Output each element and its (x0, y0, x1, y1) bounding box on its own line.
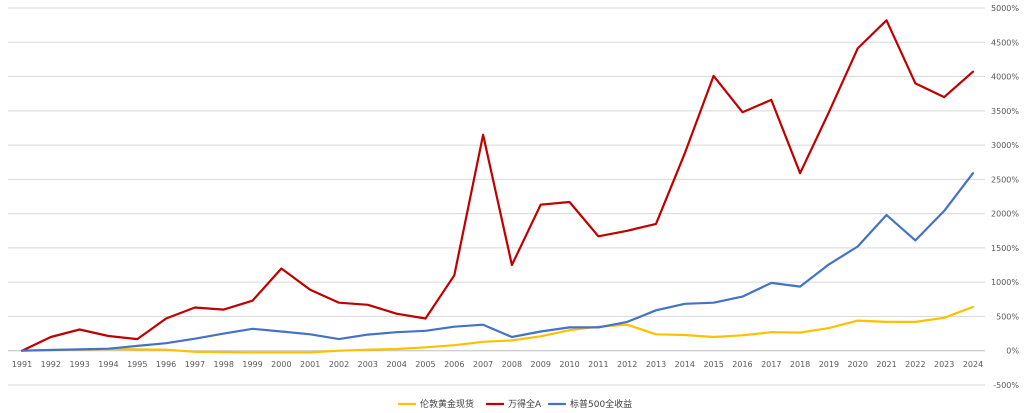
x-tick-label: 2015 (703, 360, 723, 369)
x-axis-tick-labels: 1991 1992 1993 1994 1995 1996 1997 1998 1999 2000… (12, 360, 983, 369)
y-tick-label: 2500% (991, 175, 1019, 184)
y-tick-label: 5000% (991, 4, 1019, 13)
legend-label: 万得全A (508, 398, 542, 410)
y-tick-label: 0% (1006, 347, 1019, 356)
series-line-1 (20, 305, 975, 354)
y-tick-label: -500% (993, 381, 1019, 390)
series-lines (20, 19, 975, 354)
y-tick-label: 1000% (991, 278, 1019, 287)
series-line-2 (20, 19, 975, 352)
x-tick-label: 1999 (242, 360, 262, 369)
x-tick-label: 2021 (876, 360, 896, 369)
x-tick-label: 2002 (329, 360, 349, 369)
x-tick-label: 1992 (41, 360, 61, 369)
x-tick-label: 2020 (848, 360, 868, 369)
x-tick-label: 2022 (905, 360, 925, 369)
legend-label: 标普500全收益 (570, 398, 632, 410)
x-tick-label: 2019 (819, 360, 839, 369)
x-tick-label: 2001 (300, 360, 320, 369)
x-tick-label: 2011 (588, 360, 608, 369)
x-tick-label: 2012 (617, 360, 637, 369)
x-tick-label: 2003 (358, 360, 378, 369)
legend: 伦敦黄金现货 万得全A 标普500全收益 (398, 398, 632, 410)
x-tick-label: 2024 (963, 360, 983, 369)
x-tick-label: 2000 (271, 360, 291, 369)
x-tick-label: 1993 (69, 360, 89, 369)
x-tick-label: 2009 (531, 360, 551, 369)
y-tick-label: 3500% (991, 107, 1019, 116)
x-tick-label: 2004 (386, 360, 406, 369)
x-tick-label: 1995 (127, 360, 147, 369)
x-tick-label: 2014 (675, 360, 695, 369)
y-tick-label: 4500% (991, 38, 1019, 47)
y-tick-label: 1500% (991, 244, 1019, 253)
x-tick-label: 1991 (12, 360, 32, 369)
x-tick-label: 2005 (415, 360, 435, 369)
x-tick-label: 2016 (732, 360, 752, 369)
x-tick-label: 1996 (156, 360, 176, 369)
x-tick-label: 2006 (444, 360, 464, 369)
y-tick-label: 2000% (991, 210, 1019, 219)
y-tick-label: 500% (996, 312, 1019, 321)
legend-label: 伦敦黄金现货 (420, 398, 474, 410)
y-axis-tick-labels: -500% 0% 500% 1000% 1500% 2000% 2500% 3000% 3500… (991, 4, 1019, 390)
x-tick-label: 2013 (646, 360, 666, 369)
x-tick-label: 1997 (185, 360, 205, 369)
x-tick-label: 2008 (502, 360, 522, 369)
x-tick-label: 1998 (214, 360, 234, 369)
x-tick-label: 2010 (559, 360, 579, 369)
x-tick-label: 2017 (761, 360, 781, 369)
y-tick-label: 3000% (991, 141, 1019, 150)
x-tick-label: 2023 (934, 360, 954, 369)
x-tick-label: 2018 (790, 360, 810, 369)
x-tick-label: 2007 (473, 360, 493, 369)
series-line-3 (20, 172, 975, 352)
x-tick-label: 1994 (98, 360, 118, 369)
y-tick-label: 4000% (991, 73, 1019, 82)
